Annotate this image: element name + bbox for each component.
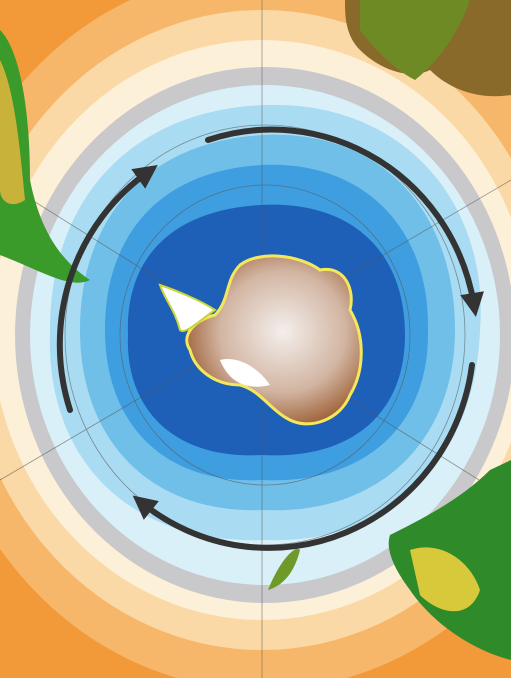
circulation-arrows <box>56 126 484 551</box>
south-america <box>0 60 25 205</box>
south-america <box>0 30 90 283</box>
arrow <box>56 165 158 413</box>
africa <box>360 0 470 80</box>
peninsula <box>158 283 217 332</box>
arrow <box>205 126 484 317</box>
australia <box>410 547 480 612</box>
ice-shelf <box>220 359 270 387</box>
new-zealand <box>268 549 300 590</box>
arrow <box>132 362 475 551</box>
